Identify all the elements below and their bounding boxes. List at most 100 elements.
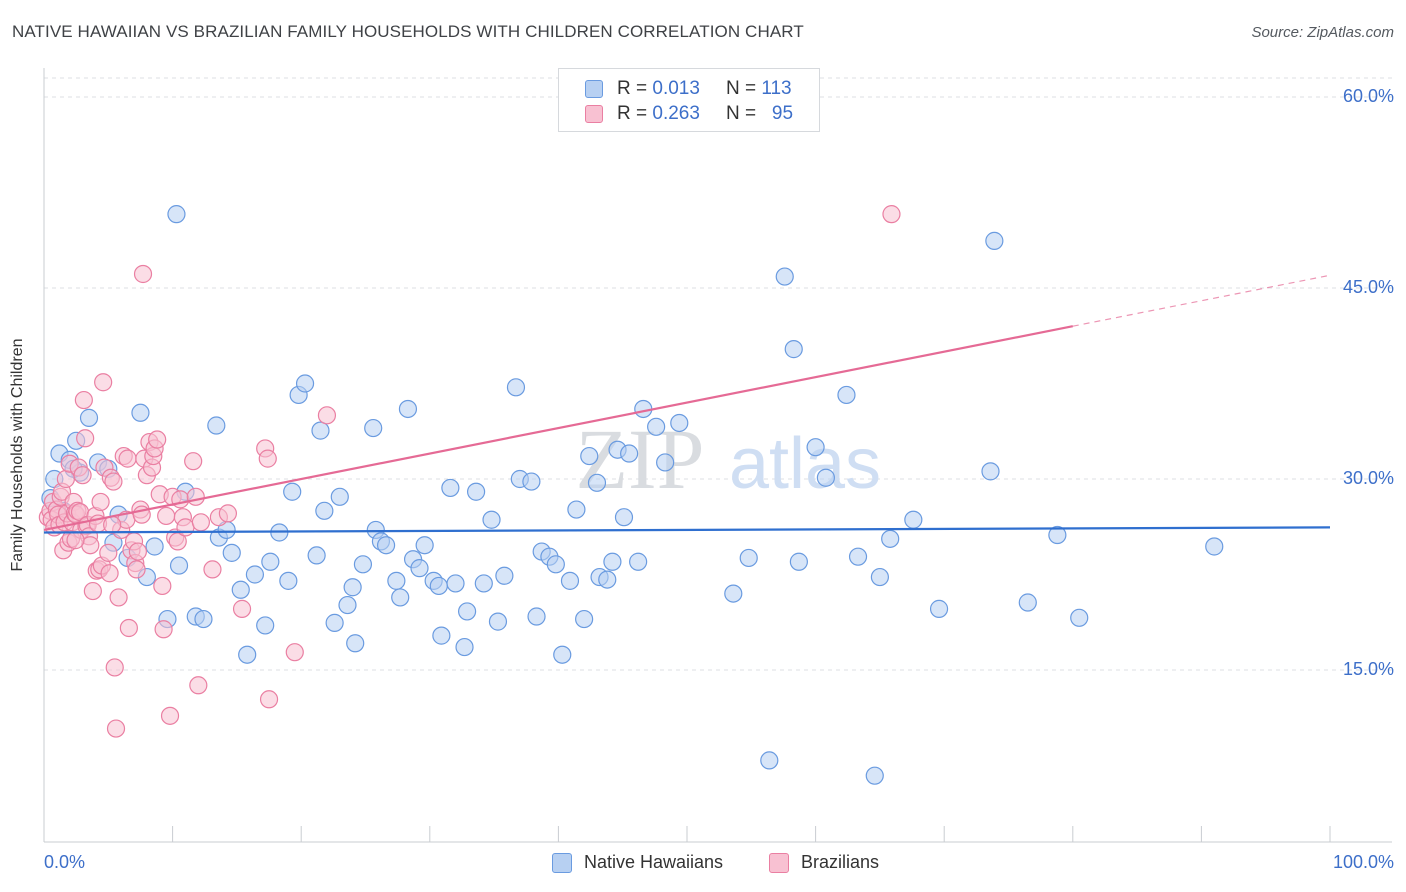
legend-r-label: R =	[617, 78, 648, 99]
data-point-brazilian	[154, 620, 173, 639]
legend-item-label: Native Hawaiians	[584, 852, 724, 872]
data-point-native-hawaiian	[410, 559, 429, 578]
data-point-native-hawaiian	[391, 588, 410, 607]
data-point-native-hawaiian	[466, 482, 486, 501]
legend-row-native-hawaiians: R = 0.013 N = 113	[585, 77, 792, 101]
data-point-brazilian	[73, 466, 92, 485]
legend-r-label: R =	[617, 103, 648, 124]
data-point-native-hawaiian	[330, 487, 349, 506]
data-point-brazilian	[882, 205, 901, 224]
data-point-native-hawaiian	[1048, 525, 1067, 545]
data-point-native-hawaiian	[279, 571, 298, 590]
data-point-native-hawaiian	[580, 446, 599, 466]
data-point-native-hawaiian	[131, 403, 150, 422]
data-point-native-hawaiian	[432, 626, 451, 645]
data-point-native-hawaiian	[929, 599, 949, 618]
data-point-native-hawaiian	[353, 555, 373, 574]
y-axis-label: Family Households with Children	[9, 338, 26, 572]
data-point-brazilian	[91, 492, 110, 512]
data-point-native-hawaiian	[724, 584, 743, 603]
data-point-brazilian	[258, 449, 277, 468]
data-point-native-hawaiian	[343, 578, 362, 597]
data-point-native-hawaiian	[985, 231, 1004, 250]
data-point-native-hawaiian	[553, 645, 572, 664]
data-point-brazilian	[119, 618, 138, 638]
data-point-brazilian	[128, 542, 147, 561]
legend-item-native-hawaiians: Native Hawaiians	[552, 852, 723, 873]
data-point-native-hawaiian	[837, 385, 856, 405]
data-point-native-hawaiian	[567, 500, 586, 519]
data-point-native-hawaiian	[207, 416, 226, 435]
x-tick-label-min: 0.0%	[44, 852, 86, 872]
legend-r-value: 0.263	[652, 103, 700, 124]
legend-swatch-pink	[585, 105, 603, 123]
data-point-native-hawaiian	[522, 472, 541, 491]
data-point-brazilian	[160, 706, 180, 725]
data-point-brazilian	[232, 599, 252, 618]
legend-swatch-blue	[585, 80, 603, 98]
data-point-brazilian	[133, 264, 153, 284]
data-point-native-hawaiian	[429, 576, 448, 596]
series-legend: Native Hawaiians Brazilians	[0, 852, 1406, 878]
data-point-native-hawaiian	[603, 552, 622, 571]
legend-r-value: 0.013	[652, 78, 700, 99]
data-point-native-hawaiian	[231, 580, 250, 599]
data-point-brazilian	[66, 531, 85, 550]
data-point-native-hawaiian	[307, 546, 326, 565]
data-point-native-hawaiian	[775, 267, 794, 286]
trend-line-brazilians	[43, 325, 1074, 532]
data-point-brazilian	[148, 430, 167, 449]
data-point-native-hawaiian	[789, 552, 808, 571]
data-point-brazilian	[105, 658, 124, 677]
legend-swatch-pink	[769, 852, 789, 873]
data-point-native-hawaiian	[482, 510, 501, 529]
data-point-brazilian	[100, 564, 119, 583]
data-point-native-hawaiian	[474, 574, 493, 593]
x-tick-label-max: 100.0%	[1332, 852, 1394, 872]
data-point-native-hawaiian	[167, 205, 186, 224]
legend-n-value: 95	[771, 103, 794, 124]
data-point-native-hawaiian	[546, 555, 565, 574]
data-point-native-hawaiian	[527, 607, 546, 626]
data-point-native-hawaiian	[1205, 537, 1224, 556]
data-point-native-hawaiian	[1018, 593, 1037, 612]
data-point-native-hawaiian	[441, 478, 460, 498]
data-point-brazilian	[218, 504, 237, 523]
data-point-brazilian	[83, 581, 102, 601]
data-point-brazilian	[153, 576, 172, 596]
data-point-brazilian	[103, 515, 122, 534]
data-point-native-hawaiian	[904, 510, 923, 529]
y-tick-label: 45.0%	[1342, 277, 1394, 297]
data-point-native-hawaiian	[670, 413, 689, 433]
data-point-native-hawaiian	[598, 570, 617, 589]
data-point-brazilian	[191, 513, 210, 532]
data-point-native-hawaiian	[647, 417, 666, 436]
data-point-brazilian	[104, 472, 123, 491]
data-point-native-hawaiian	[587, 473, 607, 492]
data-point-native-hawaiian	[169, 556, 189, 575]
data-point-brazilian	[76, 429, 95, 448]
data-point-native-hawaiian	[79, 408, 99, 427]
legend-item-label: Brazilians	[801, 852, 880, 872]
data-point-brazilian	[189, 676, 208, 695]
stats-legend: R = 0.013 N = 113 R = 0.263 N = 95	[558, 68, 820, 132]
data-point-native-hawaiian	[495, 566, 514, 585]
data-point-brazilian	[184, 452, 203, 471]
data-point-native-hawaiian	[560, 571, 580, 590]
data-point-native-hawaiian	[245, 565, 265, 584]
data-point-brazilian	[186, 487, 205, 506]
source-label: Source: ZipAtlas.com	[1251, 24, 1394, 41]
data-point-native-hawaiian	[346, 634, 365, 653]
data-point-native-hawaiian	[194, 609, 213, 629]
legend-swatch-blue	[552, 852, 572, 873]
data-point-brazilian	[99, 543, 118, 562]
data-point-native-hawaiian	[261, 552, 280, 571]
data-point-native-hawaiian	[338, 595, 357, 615]
data-point-native-hawaiian	[256, 616, 275, 635]
data-point-native-hawaiian	[387, 571, 406, 590]
gridlines	[44, 77, 1392, 671]
watermark-atlas: atlas	[729, 424, 881, 504]
data-point-native-hawaiian	[816, 468, 835, 487]
y-tick-label: 15.0%	[1342, 659, 1394, 679]
data-point-native-hawaiian	[784, 340, 803, 359]
